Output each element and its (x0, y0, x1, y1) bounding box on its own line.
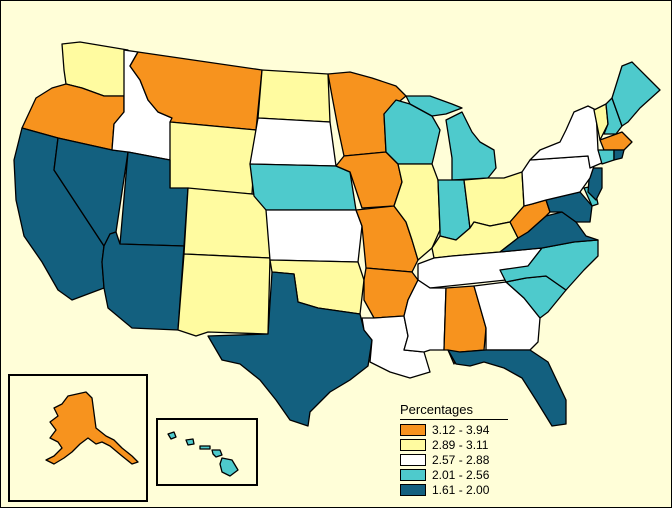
legend-label: 1.61 - 2.00 (432, 482, 490, 497)
state-north-carolina[interactable] (499, 239, 599, 291)
state-mississippi[interactable] (403, 279, 447, 353)
state-maryland[interactable] (545, 191, 593, 223)
legend-swatch (400, 438, 426, 451)
legend-label: 2.01 - 2.56 (432, 467, 490, 482)
state-nebraska[interactable] (249, 163, 357, 211)
state-hawaii-oahu[interactable] (185, 438, 195, 446)
legend-swatch (400, 483, 426, 496)
legend-item: 2.89 - 3.11 (400, 437, 512, 452)
state-texas[interactable] (207, 271, 373, 427)
state-wyoming[interactable] (169, 121, 257, 195)
legend-swatch (400, 468, 426, 481)
state-new-mexico[interactable] (177, 253, 271, 337)
state-massachusetts[interactable] (599, 131, 633, 151)
state-hawaii-kauai[interactable] (167, 431, 177, 440)
state-hawaii-maui[interactable] (211, 449, 223, 458)
state-new-jersey[interactable] (587, 167, 603, 201)
state-new-york[interactable] (529, 105, 605, 169)
state-rhode-island[interactable] (613, 149, 625, 161)
state-arizona[interactable] (101, 231, 185, 331)
state-illinois[interactable] (393, 163, 441, 261)
state-kansas[interactable] (265, 209, 363, 263)
state-wisconsin[interactable] (383, 99, 441, 165)
legend-swatch (400, 423, 426, 436)
legend-item: 3.12 - 3.94 (400, 422, 512, 437)
legend-label: 3.12 - 3.94 (432, 422, 490, 437)
state-michigan[interactable] (405, 95, 497, 181)
state-alaska[interactable] (45, 391, 139, 465)
state-maine[interactable] (611, 61, 661, 127)
legend-item: 2.57 - 2.88 (400, 452, 512, 467)
state-south-dakota[interactable] (249, 117, 337, 167)
legend-item: 1.61 - 2.00 (400, 482, 512, 497)
state-florida[interactable] (447, 349, 567, 427)
legend-swatch (400, 453, 426, 466)
legend-label: 2.57 - 2.88 (432, 452, 490, 467)
state-hawaii-big-island[interactable] (219, 457, 239, 477)
legend-title: Percentages (400, 402, 508, 420)
legend-item: 2.01 - 2.56 (400, 467, 512, 482)
legend-label: 2.89 - 3.11 (432, 437, 489, 452)
hawaii-inset (156, 418, 258, 486)
map-legend: Percentages 3.12 - 3.94 2.89 - 3.11 2.57… (400, 402, 512, 497)
state-north-dakota[interactable] (257, 69, 331, 123)
state-hawaii-molokai[interactable] (199, 445, 211, 450)
alaska-inset (8, 374, 148, 502)
